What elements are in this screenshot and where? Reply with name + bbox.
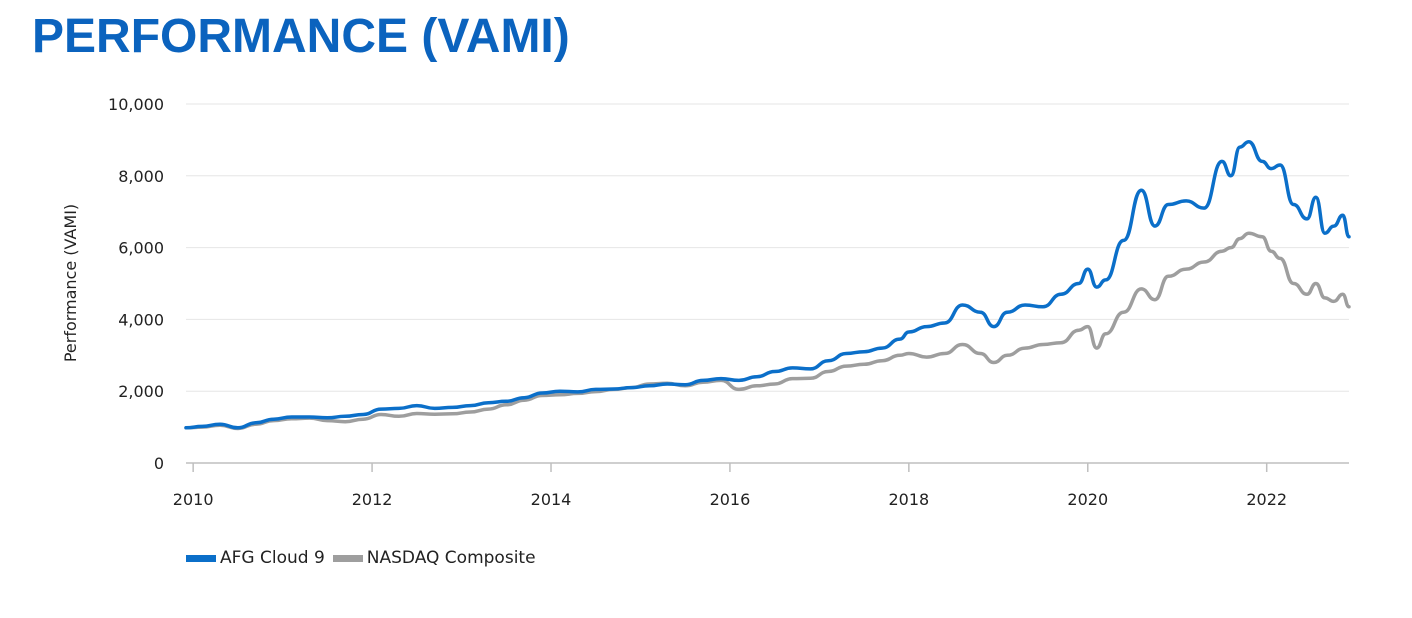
series-line-afg-cloud-9[interactable] — [184, 139, 1351, 430]
page-title: PERFORMANCE (VAMI) — [32, 10, 570, 63]
x-tick-label: 2010 — [173, 490, 214, 509]
legend: AFG Cloud 9 NASDAQ Composite — [186, 548, 544, 568]
y-axis-ticks: 0 2,000 4,000 6,000 8,000 10,000 — [108, 95, 164, 473]
x-tick-label: 2012 — [352, 490, 393, 509]
series-line-nasdaq-composite[interactable] — [184, 231, 1351, 431]
legend-item-afg-cloud-9[interactable]: AFG Cloud 9 — [186, 548, 325, 568]
y-tick-label: 6,000 — [118, 239, 164, 258]
y-axis-label: Performance (VAMI) — [61, 204, 80, 362]
y-tick-label: 0 — [154, 454, 164, 473]
legend-label-afg-cloud-9: AFG Cloud 9 — [220, 548, 325, 568]
y-tick-label: 2,000 — [118, 382, 164, 401]
x-tick-label: 2016 — [710, 490, 751, 509]
legend-swatch-nasdaq-composite — [332, 554, 363, 562]
x-axis-ticks: 2010 2012 2014 2016 2018 2020 2022 — [173, 463, 1287, 509]
y-tick-label: 8,000 — [118, 167, 164, 186]
legend-swatch-afg-cloud-9 — [186, 554, 216, 562]
legend-item-nasdaq-composite[interactable]: NASDAQ Composite — [332, 548, 536, 568]
x-tick-label: 2022 — [1246, 490, 1287, 509]
legend-label-nasdaq-composite: NASDAQ Composite — [366, 548, 536, 568]
grid-lines — [186, 103, 1349, 392]
series-lines — [184, 139, 1351, 431]
x-tick-label: 2020 — [1067, 490, 1108, 509]
x-tick-label: 2018 — [888, 490, 929, 509]
x-tick-label: 2014 — [531, 490, 572, 509]
y-tick-label: 4,000 — [118, 310, 164, 329]
y-tick-label: 10,000 — [108, 95, 164, 114]
